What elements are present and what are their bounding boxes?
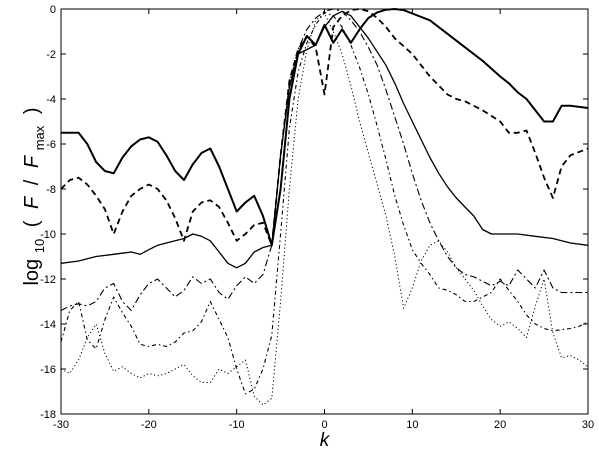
y-tick-label: -2 <box>46 49 56 61</box>
y-tick-label: 0 <box>50 4 56 16</box>
x-tick-label: 30 <box>582 419 594 431</box>
series-line-2 <box>60 8 589 247</box>
x-tick-label: -30 <box>53 419 69 431</box>
y-label-slash: / <box>21 179 43 185</box>
x-tick-label: -20 <box>141 419 157 431</box>
series-line-4 <box>60 8 588 312</box>
series-line-6 <box>60 13 589 406</box>
y-label-denominator: F <box>21 154 43 168</box>
y-label-numerator: F <box>21 195 43 209</box>
y-axis-label: log 10 ( F / F max ) <box>21 107 49 285</box>
x-tick-label: 0 <box>321 419 327 431</box>
series-line-3 <box>60 10 589 269</box>
y-tick-label: -4 <box>46 94 56 106</box>
y-label-prefix: log <box>21 259 43 286</box>
y-tick-label: -10 <box>40 229 56 241</box>
y-tick-label: -14 <box>40 319 56 331</box>
series-line-1 <box>61 8 589 247</box>
y-tick-label: -12 <box>40 274 56 286</box>
x-axis-label: k <box>320 430 331 451</box>
x-tick-label: 20 <box>494 419 506 431</box>
plot-frame <box>60 8 589 415</box>
series-layer <box>60 8 589 406</box>
x-tick-label: 10 <box>406 419 418 431</box>
y-label-denominator-sub: max <box>32 125 47 150</box>
y-label-prefix-sub: 10 <box>32 239 47 253</box>
series-line-5 <box>60 11 589 395</box>
y-tick-label: -16 <box>40 364 56 376</box>
y-label-close: ) <box>21 107 43 114</box>
y-tick-label: -8 <box>46 184 56 196</box>
x-tick-label: -10 <box>229 419 245 431</box>
y-label-open: ( <box>21 220 43 227</box>
y-tick-label: -18 <box>40 409 56 421</box>
ticks-layer: -30 -20 -10 0 10 20 30 0 -2 -4 -6 -8 -10 -12 -14 -16 -18 <box>40 4 594 431</box>
y-tick-label: -6 <box>46 139 56 151</box>
